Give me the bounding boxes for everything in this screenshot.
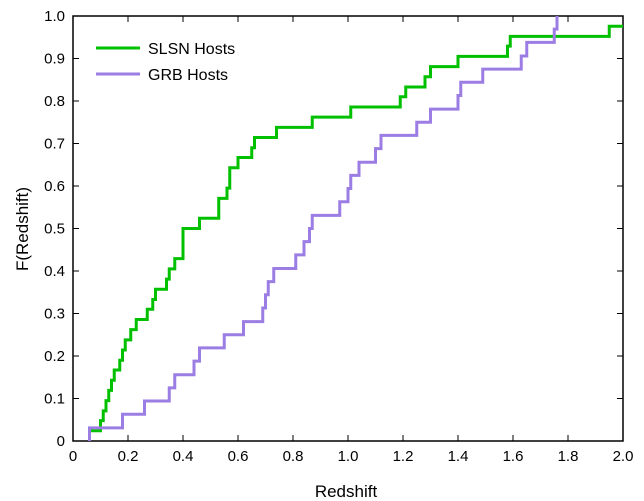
x-tick-label: 1.8 bbox=[558, 448, 579, 465]
y-tick-label: 0.8 bbox=[44, 93, 65, 110]
y-axis-title: F(Redshift) bbox=[13, 187, 32, 271]
x-tick-label: 0.6 bbox=[228, 448, 249, 465]
y-tick-label: 0.9 bbox=[44, 51, 65, 68]
axes: 0 0.2 0.4 0.6 0.8 1.0 1.2 1.4 1.6 1.8 2.0 0 0.1 0.2 0.… bbox=[44, 8, 633, 465]
y-tick-label: 0.5 bbox=[44, 221, 65, 238]
legend-label-grb: GRB Hosts bbox=[148, 67, 228, 84]
legend: SLSN Hosts GRB Hosts bbox=[96, 41, 235, 84]
x-axis-title: Redshift bbox=[315, 482, 378, 501]
y-tick-label: 1.0 bbox=[44, 8, 65, 25]
series-line-slsn bbox=[88, 24, 623, 441]
x-tick-label: 1.6 bbox=[503, 448, 524, 465]
legend-label-slsn: SLSN Hosts bbox=[148, 41, 235, 58]
x-tick-label: 0.8 bbox=[283, 448, 304, 465]
y-tick-label: 0.3 bbox=[44, 306, 65, 323]
x-tick-label: 0 bbox=[69, 448, 77, 465]
y-tick-label: 0.2 bbox=[44, 348, 65, 365]
y-tick-label: 0.7 bbox=[44, 136, 65, 153]
x-tick-label: 0.2 bbox=[118, 448, 139, 465]
y-tick-label: 0 bbox=[57, 433, 65, 450]
y-tick-label: 0.6 bbox=[44, 178, 65, 195]
x-tick-label: 2.0 bbox=[613, 448, 634, 465]
x-tick-label: 1.4 bbox=[448, 448, 469, 465]
x-tick-label: 1.0 bbox=[338, 448, 359, 465]
series-layer bbox=[88, 16, 623, 441]
y-tick-label: 0.1 bbox=[44, 391, 65, 408]
y-tick-label: 0.4 bbox=[44, 263, 65, 280]
series-line-grb bbox=[88, 16, 559, 441]
x-tick-label: 0.4 bbox=[173, 448, 194, 465]
x-tick-label: 1.2 bbox=[393, 448, 414, 465]
